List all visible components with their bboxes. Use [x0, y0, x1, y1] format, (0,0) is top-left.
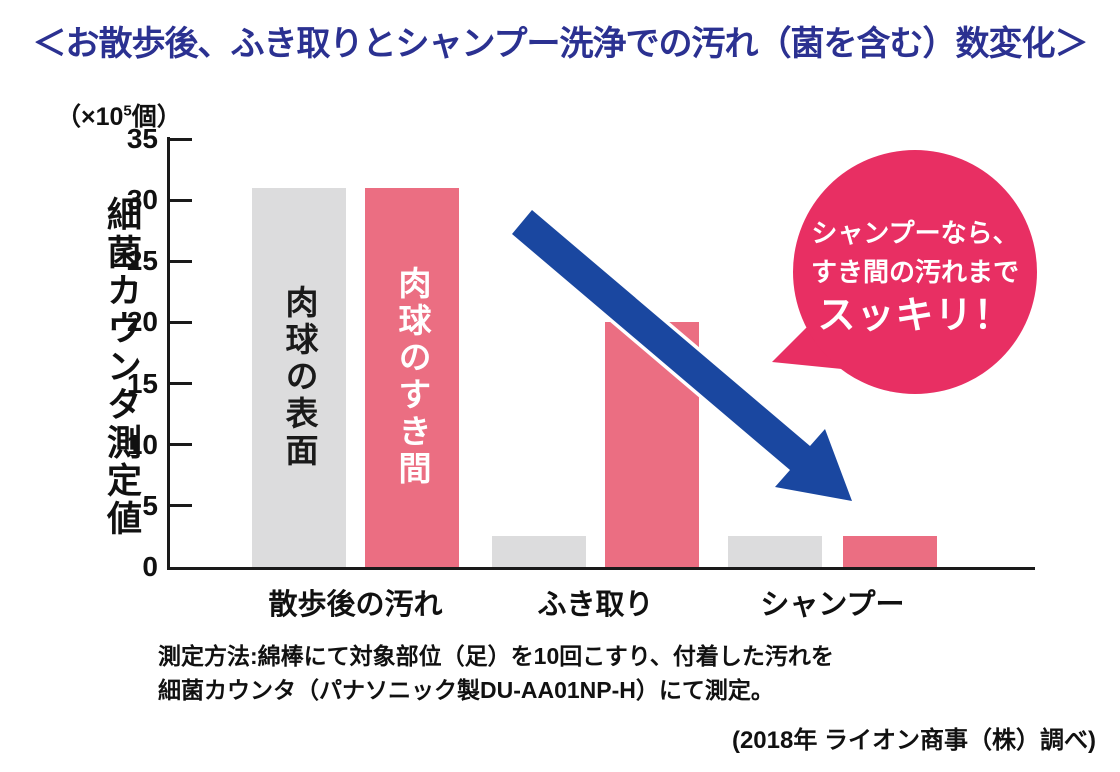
bar-series1-cat2 — [843, 536, 937, 567]
y-axis-label: 細菌カウンタ測定値 — [102, 196, 141, 538]
y-axis-unit-label: （×105個） — [56, 97, 182, 133]
footnote: 測定方法:綿棒にて対象部位（足）を10回こすり、付着した汚れを 細菌カウンタ（パ… — [158, 639, 834, 707]
bar-series1-cat0: 肉球のすき間 — [365, 187, 459, 567]
y-tick-label-25: 25 — [126, 245, 158, 277]
y-tick-label-30: 30 — [126, 184, 158, 216]
x-category-label-1: ふき取り — [537, 589, 654, 621]
y-axis-unit-exponent: 5 — [123, 102, 132, 120]
callout-balloon: シャンプーなら、 すき間の汚れまで スッキリ！ — [793, 150, 1037, 394]
bar-series1-cat1 — [605, 322, 699, 567]
footnote-line2: 細菌カウンタ（パナソニック製DU-AA01NP-H）にて測定。 — [158, 677, 774, 703]
bar-series0-cat2 — [728, 536, 822, 567]
bar-series-label-0: 肉球の表面 — [281, 284, 318, 470]
y-tick-label-35: 35 — [126, 123, 158, 154]
y-tick-mark-15 — [170, 382, 192, 386]
chart-title: ＜お散歩後、ふき取りとシャンプー洗浄での汚れ（菌を含む）数変化＞ — [32, 25, 1089, 63]
x-category-label-0: 散歩後の汚れ — [268, 589, 443, 621]
footnote-line1: 測定方法:綿棒にて対象部位（足）を10回こすり、付着した汚れを — [158, 643, 834, 669]
y-axis-unit-suffix: 個） — [131, 103, 182, 131]
y-axis-unit-prefix: （×10 — [56, 103, 124, 131]
y-tick-mark-25 — [170, 259, 192, 263]
y-tick-label-15: 15 — [126, 367, 158, 399]
y-tick-label-10: 10 — [126, 428, 158, 460]
y-tick-mark-5 — [170, 504, 192, 508]
balloon-text-line3: スッキリ！ — [817, 295, 1013, 337]
balloon-text-line1: シャンプーなら、 — [811, 218, 1019, 248]
y-tick-mark-30 — [170, 198, 192, 202]
bar-series-label-1: 肉球のすき間 — [394, 266, 431, 489]
balloon-text-line2: すき間の汚れまで — [810, 257, 1019, 287]
y-tick-mark-35 — [170, 137, 192, 141]
bar-series0-cat1 — [492, 536, 586, 567]
x-axis-line — [167, 567, 1035, 570]
y-tick-mark-20 — [170, 320, 192, 324]
bar-series0-cat0: 肉球の表面 — [252, 187, 346, 567]
y-tick-label-5: 5 — [142, 489, 158, 521]
x-category-label-2: シャンプー — [760, 589, 905, 621]
source-credit: (2018年 ライオン商事（株）調べ) — [731, 727, 1096, 754]
y-tick-mark-10 — [170, 443, 192, 447]
y-tick-label-0: 0 — [142, 551, 158, 582]
y-tick-label-20: 20 — [126, 306, 158, 338]
y-axis-line — [167, 137, 170, 570]
